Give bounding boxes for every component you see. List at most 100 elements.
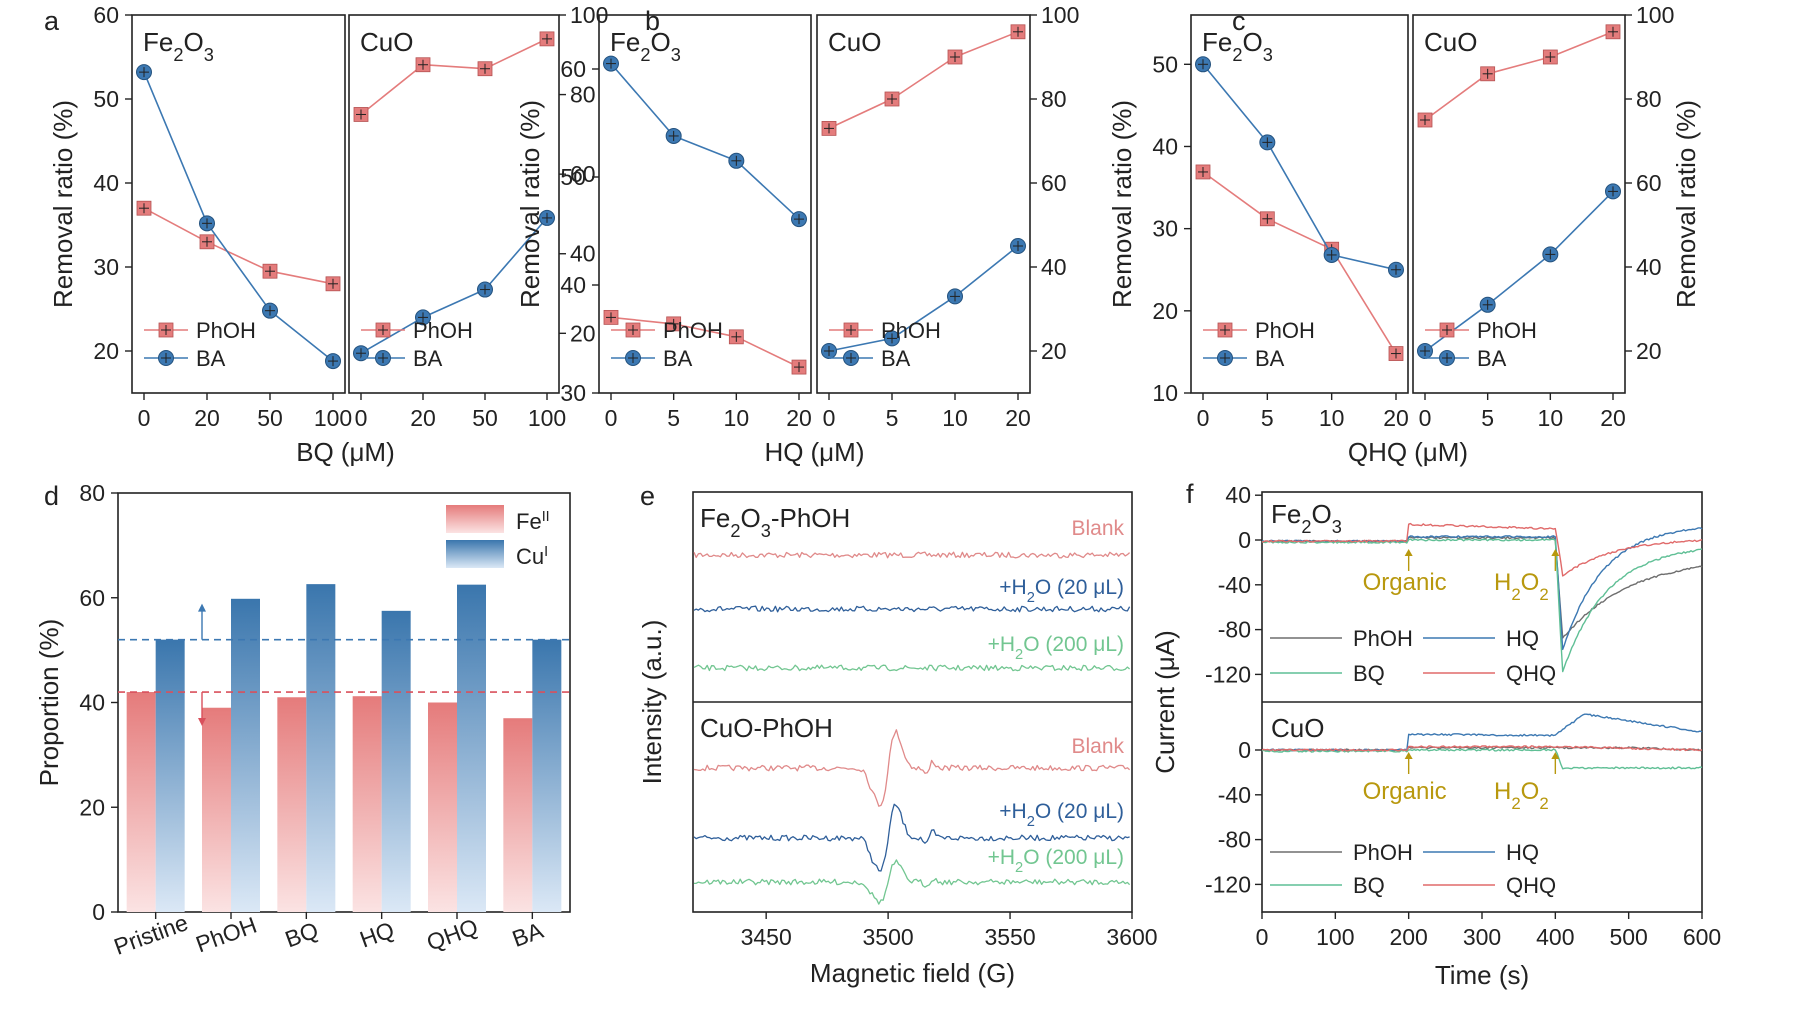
y-axis-label-right: Removal ratio (%) [1671, 100, 1701, 308]
y-tick-label: 40 [79, 690, 105, 716]
x-tick-label: 3450 [741, 924, 792, 950]
x-tick-label: 100 [1316, 924, 1354, 950]
x-tick-label: 10 [1319, 405, 1345, 431]
text-part: 2 [730, 521, 740, 541]
text-part: O [650, 27, 670, 57]
subplot-title: CuO [1271, 713, 1324, 743]
data-point-ba [1605, 183, 1621, 200]
data-point-ba [353, 345, 369, 362]
annotation-h2o2: H2O2 [1494, 569, 1549, 604]
y-tick-label: 20 [1041, 338, 1067, 364]
panel-label: d [44, 481, 59, 511]
subplot-title: CuO-PhOH [700, 713, 833, 743]
x-tick-label: 200 [1389, 924, 1427, 950]
y-tick-label: 40 [93, 170, 119, 196]
data-point-ba [1542, 246, 1559, 263]
subplot-title: Fe2O3 [143, 27, 214, 65]
x-tick-label: 20 [194, 405, 220, 431]
series-line-phoh [1424, 31, 1614, 121]
y-tick-label: 40 [1636, 254, 1662, 280]
x-tick-label: 10 [942, 405, 968, 431]
data-point-phoh [1195, 164, 1211, 180]
data-point-ba [821, 343, 837, 359]
text-part: 2 [1015, 860, 1023, 876]
annotation-organic: Organic [1363, 569, 1447, 596]
y-tick-label: 40 [560, 272, 586, 298]
data-point-phoh [1417, 112, 1433, 128]
data-point-phoh [325, 276, 341, 292]
y-axis-label: Removal ratio (%) [48, 100, 78, 308]
text-part: BQ [296, 437, 334, 467]
trace-label: Blank [1071, 735, 1124, 758]
legend-marker [375, 322, 391, 338]
y-tick-label: -80 [1218, 617, 1251, 643]
x-tick-label: 3550 [984, 924, 1035, 950]
y-tick-label: 100 [1041, 2, 1079, 28]
text-part: 2 [1301, 517, 1311, 537]
text-part: +H [999, 800, 1026, 823]
text-part: 3 [761, 521, 771, 541]
data-point-ba [1195, 56, 1211, 73]
text-part: Fe [1271, 499, 1301, 529]
legend-marker [1217, 322, 1233, 338]
text-part: CuO [360, 27, 413, 57]
current-trace-bottom-3 [1261, 745, 1703, 752]
epr-trace-top [693, 664, 1131, 672]
bar-cu [155, 639, 185, 912]
x-tick-label: 0 [823, 405, 836, 431]
y-tick-label: 30 [1152, 216, 1178, 242]
series-line-phoh [828, 31, 1019, 130]
y-tick-label: 30 [93, 254, 119, 280]
text-part: 2 [1232, 45, 1242, 65]
text-part: -PhOH [771, 503, 850, 533]
bar-fe [126, 692, 156, 912]
x-tick-label: 20 [1383, 405, 1409, 431]
x-tick-label: 100 [528, 405, 566, 431]
trace-label: +H2O (20 μL) [999, 576, 1124, 606]
text-part: Fe [143, 27, 173, 57]
y-tick-label: 20 [79, 794, 105, 820]
y-axis-label: Intensity (a.u.) [637, 620, 667, 785]
text-part: Fe [516, 509, 542, 534]
x-tick-label: 0 [355, 405, 368, 431]
data-point-ba [1259, 134, 1276, 151]
trace-label: Blank [1071, 517, 1124, 540]
data-point-phoh [353, 107, 369, 122]
data-point-phoh [539, 31, 555, 47]
epr-trace-bottom [693, 859, 1131, 905]
x-tick-label: 5 [886, 405, 899, 431]
subplot-title: Fe2O3-PhOH [700, 503, 850, 541]
y-tick-label: 60 [1041, 170, 1067, 196]
data-point-ba [884, 330, 900, 347]
text-part: 3 [1332, 517, 1342, 537]
legend-marker [843, 350, 859, 366]
y-tick-label: 0 [92, 899, 105, 925]
legend-label: BA [196, 346, 226, 371]
text-part: Blank [1071, 735, 1124, 758]
plot-frame [598, 14, 812, 394]
x-tick-label: 50 [257, 405, 283, 431]
current-trace-top-0 [1261, 536, 1703, 639]
epr-trace-top [693, 605, 1131, 613]
legend-marker [1439, 350, 1455, 366]
text-part: HQ [765, 437, 804, 467]
current-trace-bottom-1 [1261, 713, 1703, 752]
legend-label: HQ [1506, 840, 1539, 865]
text-part: CuO [1424, 27, 1477, 57]
legend-marker [158, 350, 174, 366]
data-point-ba [728, 152, 745, 169]
data-point-ba [477, 281, 493, 298]
x-axis-label: Magnetic field (G) [810, 958, 1015, 988]
y-tick-label: 50 [1152, 51, 1178, 77]
plot-frame [816, 14, 1031, 394]
y-tick-label: 20 [1636, 338, 1662, 364]
y-tick-label: 0 [1238, 737, 1251, 763]
legend-label: BQ [1353, 661, 1385, 686]
text-part: (μM) [341, 437, 395, 467]
legend-label: PhOH [881, 318, 941, 343]
x-tick-label: 3500 [863, 924, 914, 950]
data-point-phoh [884, 91, 900, 107]
series-line-phoh [1202, 171, 1397, 355]
x-axis-label: Time (s) [1435, 960, 1529, 990]
